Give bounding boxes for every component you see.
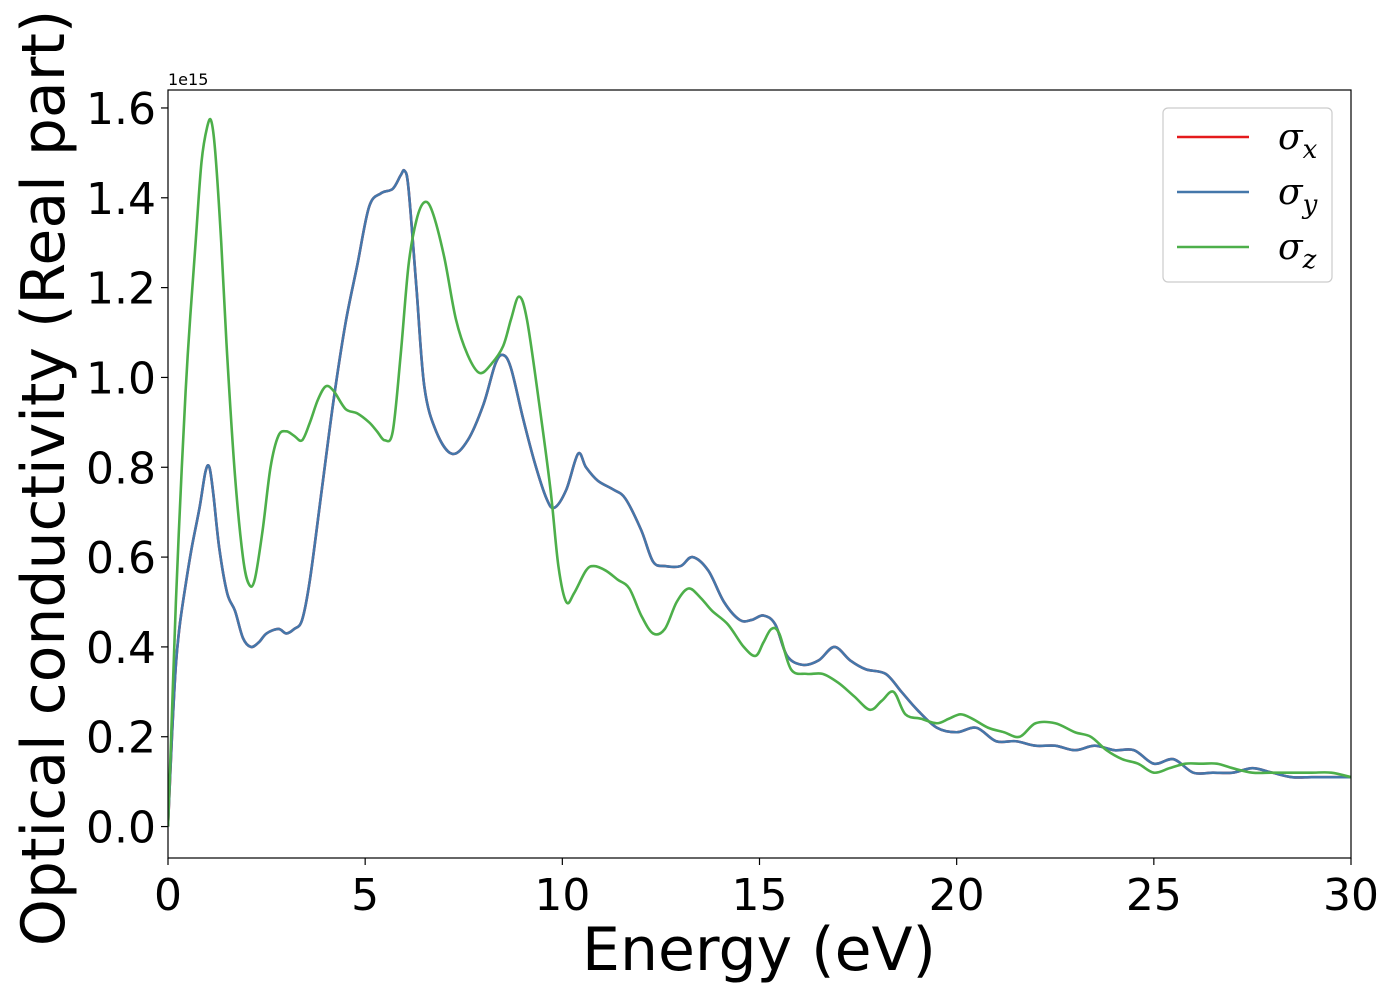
y-tick-label: 1.0: [86, 353, 156, 404]
legend-label-x: σx: [1278, 117, 1318, 165]
y-axis-title: Optical conductivity (Real part): [9, 10, 79, 947]
x-tick-label: 15: [732, 870, 788, 921]
y-tick-label: 0.8: [86, 443, 156, 494]
series-line-z: [168, 117, 1351, 827]
series-lines: [168, 117, 1351, 827]
y-tick-label: 0.4: [86, 623, 156, 674]
y-tick-label: 1.4: [86, 174, 156, 225]
x-tick-label: 10: [534, 870, 590, 921]
y-tick-label: 1.6: [86, 84, 156, 135]
x-tick-label: 20: [929, 870, 985, 921]
x-tick-label: 25: [1126, 870, 1182, 921]
legend: σx σy σz: [1162, 107, 1333, 283]
legend-box: [1162, 107, 1333, 283]
y-axis-offset-label: 1e15: [168, 70, 208, 89]
y-tick-label: 0.6: [86, 533, 156, 584]
x-tick-label: 5: [351, 870, 379, 921]
plot-area: [167, 89, 1352, 859]
legend-label-z: σz: [1278, 227, 1317, 275]
x-tick-label: 30: [1323, 870, 1379, 921]
y-axis-ticks: 0.0 0.2 0.4 0.6 0.8 1.0 1.2 1.4 1.6: [86, 84, 168, 854]
x-axis-title: Energy (eV): [582, 915, 936, 985]
y-tick-label: 0.0: [86, 803, 156, 854]
legend-label-y: σy: [1278, 172, 1318, 220]
y-tick-label: 1.2: [86, 264, 156, 315]
x-tick-label: 0: [154, 870, 182, 921]
series-line-y: [168, 168, 1351, 827]
y-tick-label: 0.2: [86, 713, 156, 764]
x-axis-ticks: 0 5 10 15 20 25 30: [154, 858, 1379, 921]
